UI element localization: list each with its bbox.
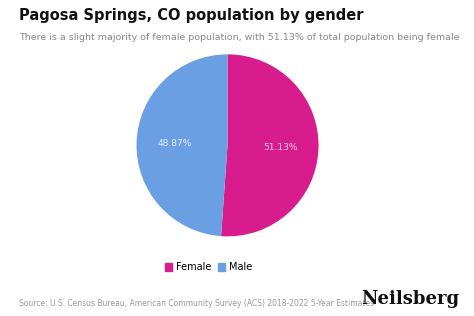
Legend: Female, Male: Female, Male bbox=[161, 258, 256, 276]
Text: 48.87%: 48.87% bbox=[157, 139, 192, 148]
Wedge shape bbox=[137, 54, 228, 236]
Text: Source: U.S. Census Bureau, American Community Survey (ACS) 2018-2022 5-Year Est: Source: U.S. Census Bureau, American Com… bbox=[19, 299, 374, 308]
Wedge shape bbox=[221, 54, 319, 236]
Text: Pagosa Springs, CO population by gender: Pagosa Springs, CO population by gender bbox=[19, 8, 364, 23]
Text: Neilsberg: Neilsberg bbox=[362, 290, 460, 308]
Text: There is a slight majority of female population, with 51.13% of total population: There is a slight majority of female pop… bbox=[19, 33, 459, 42]
Text: 51.13%: 51.13% bbox=[263, 143, 298, 152]
